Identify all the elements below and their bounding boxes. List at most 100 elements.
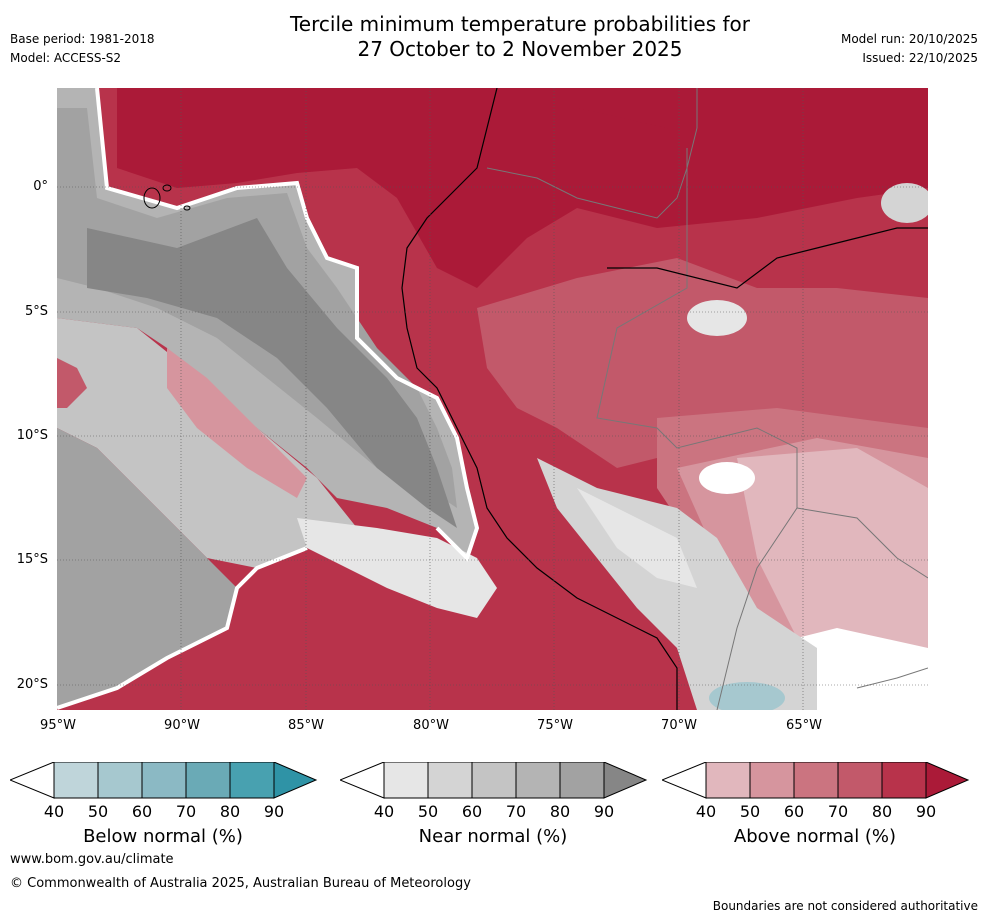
lat-label-10s: 10°S [16, 428, 48, 443]
colorbar-segment [705, 762, 751, 799]
amazon-river [607, 227, 928, 289]
base-period: Base period: 1981-2018 [10, 32, 155, 46]
legend-above-normal [662, 762, 972, 802]
lat-label-0: 0° [33, 179, 48, 194]
lat-label-5s: 5°S [24, 304, 48, 319]
tick-label: 80 [549, 802, 571, 821]
tick-label: 80 [871, 802, 893, 821]
legend-near-normal [340, 762, 650, 802]
colorbar-segment [229, 762, 275, 799]
issued-date: Issued: 22/10/2025 [862, 51, 978, 65]
tick-label: 50 [417, 802, 439, 821]
lon-label-75w: 75°W [537, 718, 573, 733]
above-normal-90-amazon [557, 108, 697, 218]
tick-label: 90 [593, 802, 615, 821]
colorbar-min-arrow [340, 762, 385, 799]
colorbar-near-normal [340, 762, 648, 799]
border-ecuador-colombia [486, 88, 698, 219]
colorbar-segment [53, 762, 99, 799]
meta-left: Base period: 1981-2018 Model: ACCESS-S2 [10, 30, 155, 68]
colorbar-above-normal [662, 762, 970, 799]
tick-label: 70 [175, 802, 197, 821]
colorbar-segment [559, 762, 605, 799]
near-normal-patch-northeast [881, 183, 928, 223]
lat-label-20s: 20°S [16, 677, 48, 692]
tick-label: 60 [131, 802, 153, 821]
lon-label-80w: 80°W [413, 718, 449, 733]
colorbar-max-arrow [603, 762, 648, 799]
galapagos-islands [143, 184, 191, 211]
lat-label-15s: 15°S [16, 552, 48, 567]
colorbar-segment [793, 762, 839, 799]
near-normal-60-ocean [57, 318, 357, 568]
island [143, 187, 161, 209]
border-bolivia-paraguay [796, 507, 928, 579]
tick-label: 90 [915, 802, 937, 821]
lon-label-70w: 70°W [661, 718, 697, 733]
tick-label: 50 [87, 802, 109, 821]
disclaimer-text: Boundaries are not considered authoritat… [712, 899, 978, 913]
lon-label-65w: 65°W [786, 718, 822, 733]
contour-near-normal-edge [95, 88, 480, 562]
lon-label-85w: 85°W [288, 718, 324, 733]
website-link[interactable]: www.bom.gov.au/climate [10, 852, 174, 867]
map-title: Tercile minimum temperature probabilitie… [200, 12, 840, 62]
colorbar-segment [515, 762, 561, 799]
border-peru-brazil-bolivia [596, 148, 798, 710]
near-normal-40-coastal [297, 518, 497, 618]
lon-label-90w: 90°W [164, 718, 200, 733]
copyright-text: © Commonwealth of Australia 2025, Austra… [10, 876, 471, 891]
colorbar-segment [97, 762, 143, 799]
colorbar-max-arrow [273, 762, 318, 799]
colorbar-segment [185, 762, 231, 799]
above-normal-40-south [737, 448, 928, 688]
above-normal-patch-west [57, 358, 87, 408]
colorbar-segment [427, 762, 473, 799]
above-normal-patch-ocean [167, 348, 307, 498]
near-normal-40-altiplano [577, 488, 697, 588]
colorbar-below-normal [10, 762, 318, 799]
model-run: Model run: 20/10/2025 [840, 32, 978, 46]
lon-label-95w: 95°W [40, 718, 76, 733]
island [162, 184, 172, 192]
no-signal-patch [699, 462, 755, 494]
tick-label: 50 [739, 802, 761, 821]
map-canvas [57, 88, 928, 710]
colorbar-segment [141, 762, 187, 799]
below-normal-patch [709, 682, 785, 710]
tick-label: 70 [827, 802, 849, 821]
colorbar-segment [837, 762, 883, 799]
tick-label: 60 [461, 802, 483, 821]
tick-label: 90 [263, 802, 285, 821]
colorbar-segment [471, 762, 517, 799]
tick-label: 60 [783, 802, 805, 821]
above-normal-90-north [117, 88, 928, 288]
border-south [856, 667, 928, 689]
contour-southwest-edge [57, 546, 308, 710]
colorbar-min-arrow [662, 762, 707, 799]
colorbar-min-arrow [10, 762, 55, 799]
colorbar-max-arrow [925, 762, 970, 799]
title-line-2: 27 October to 2 November 2025 [357, 37, 683, 61]
tick-label: 40 [43, 802, 65, 821]
model-name: Model: ACCESS-S2 [10, 51, 122, 65]
probability-map [57, 88, 928, 710]
tick-label: 80 [219, 802, 241, 821]
tick-label: 40 [373, 802, 395, 821]
legend-title-near-normal: Near normal (%) [418, 826, 568, 847]
coastline-south-america [401, 88, 678, 710]
graticule [57, 88, 928, 710]
tick-label: 70 [505, 802, 527, 821]
colorbar-segment [749, 762, 795, 799]
colorbar-segment [881, 762, 927, 799]
legend-title-above-normal: Above normal (%) [733, 826, 897, 847]
legend-title-below-normal: Below normal (%) [83, 826, 243, 847]
near-normal-90-ocean [87, 218, 457, 528]
legend-below-normal [10, 762, 320, 802]
near-normal-patch-bolivia [687, 300, 747, 336]
near-normal-80-southwest [57, 428, 237, 708]
meta-right: Model run: 20/10/2025 Issued: 22/10/2025 [841, 30, 978, 68]
colorbar-segment [383, 762, 429, 799]
island [183, 205, 191, 211]
tick-label: 40 [695, 802, 717, 821]
